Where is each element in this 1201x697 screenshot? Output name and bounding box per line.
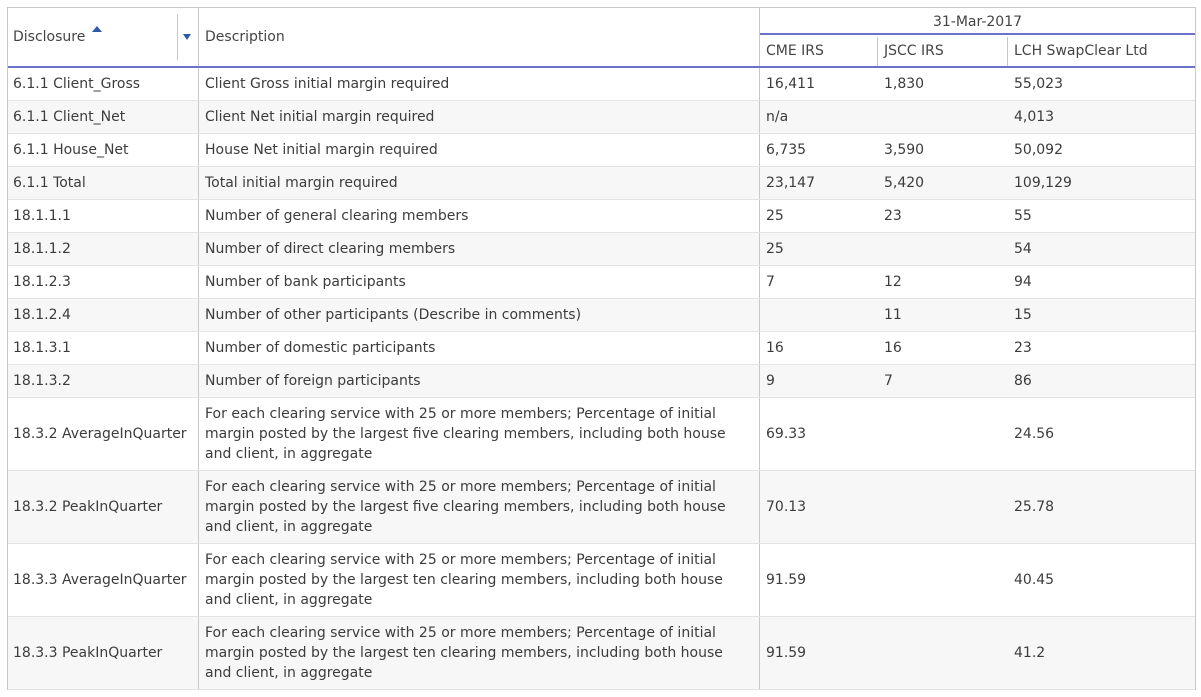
cell-disclosure: 18.3.3 PeakInQuarter xyxy=(8,617,199,689)
cell-cme-irs: 6,735 xyxy=(766,142,807,158)
cell-cme-irs: n/a xyxy=(766,109,789,125)
cell-cme-irs: 91.59 xyxy=(766,572,807,588)
column-group-date: 31-Mar-2017 xyxy=(760,8,1195,35)
cell-cme-irs: 16 xyxy=(766,340,784,356)
cell-jscc-irs: 12 xyxy=(884,274,902,290)
cell-jscc-irs xyxy=(878,233,1008,265)
cell-lch-swapclear: 94 xyxy=(1014,274,1032,290)
cell-lch-swapclear: 41.2 xyxy=(1014,645,1046,661)
table-row[interactable]: 18.3.2 PeakInQuarter For each clearing se… xyxy=(8,471,1195,544)
cell-lch-swapclear: 25.78 xyxy=(1014,499,1055,515)
cell-cme-irs: 7 xyxy=(766,274,775,290)
cell-description: For each clearing service with 25 or mor… xyxy=(199,544,760,616)
cell-lch-swapclear: 55,023 xyxy=(1014,76,1063,92)
column-header-cme-irs[interactable]: CME IRS xyxy=(760,37,878,66)
cell-cme-irs: 23,147 xyxy=(766,175,815,191)
header-divider xyxy=(177,14,178,60)
cell-description: Number of direct clearing members xyxy=(199,233,760,265)
table-row[interactable]: 6.1.1 House_Net House Net initial margin … xyxy=(8,134,1195,167)
cell-disclosure: 6.1.1 House_Net xyxy=(8,134,199,166)
cell-disclosure: 6.1.1 Total xyxy=(8,167,199,199)
cell-jscc-irs xyxy=(878,617,1008,689)
cell-description: House Net initial margin required xyxy=(199,134,760,166)
cell-disclosure: 18.3.2 AverageInQuarter xyxy=(8,398,199,470)
table-row[interactable]: 6.1.1 Client_Net Client Net initial margi… xyxy=(8,101,1195,134)
cell-disclosure: 18.3.3 AverageInQuarter xyxy=(8,544,199,616)
cell-lch-swapclear: 54 xyxy=(1014,241,1032,257)
cell-disclosure: 18.1.3.2 xyxy=(8,365,199,397)
cell-description: For each clearing service with 25 or mor… xyxy=(199,617,760,689)
column-header-disclosure-label: Disclosure xyxy=(13,29,86,45)
column-header-jscc-irs[interactable]: JSCC IRS xyxy=(878,37,1008,66)
cell-description: Number of bank participants xyxy=(199,266,760,298)
dropdown-caret-icon[interactable] xyxy=(183,34,191,40)
column-header-lch-swapclear[interactable]: LCH SwapClear Ltd xyxy=(1014,43,1148,59)
cell-jscc-irs xyxy=(878,398,1008,470)
table-row[interactable]: 18.1.1.2 Number of direct clearing member… xyxy=(8,233,1195,266)
cell-disclosure: 18.1.2.3 xyxy=(8,266,199,298)
cell-jscc-irs: 23 xyxy=(884,208,902,224)
cell-jscc-irs: 7 xyxy=(884,373,893,389)
cell-description: For each clearing service with 25 or mor… xyxy=(199,398,760,470)
cell-disclosure: 18.1.2.4 xyxy=(8,299,199,331)
table-row[interactable]: 6.1.1 Client_Gross Client Gross initial m… xyxy=(8,68,1195,101)
table-row[interactable]: 18.1.2.3 Number of bank participants 7 12 94 xyxy=(8,266,1195,299)
cell-cme-irs: 16,411 xyxy=(766,76,815,92)
cell-description: Number of foreign participants xyxy=(199,365,760,397)
cell-lch-swapclear: 50,092 xyxy=(1014,142,1063,158)
table-row[interactable]: 18.1.3.2 Number of foreign participants 9 7… xyxy=(8,365,1195,398)
table-row[interactable]: 18.3.3 PeakInQuarter For each clearing se… xyxy=(8,617,1195,690)
cell-lch-swapclear: 86 xyxy=(1014,373,1032,389)
cell-description: Total initial margin required xyxy=(199,167,760,199)
cell-disclosure: 18.1.1.1 xyxy=(8,200,199,232)
cell-jscc-irs: 16 xyxy=(884,340,902,356)
cell-lch-swapclear: 4,013 xyxy=(1014,109,1055,125)
cell-cme-irs: 70.13 xyxy=(766,499,807,515)
cell-cme-irs: 9 xyxy=(766,373,775,389)
cell-jscc-irs: 3,590 xyxy=(884,142,925,158)
cell-cme-irs: 91.59 xyxy=(766,645,807,661)
cell-disclosure: 18.1.3.1 xyxy=(8,332,199,364)
cell-disclosure: 18.3.2 PeakInQuarter xyxy=(8,471,199,543)
cell-cme-irs: 25 xyxy=(766,241,784,257)
table-row[interactable]: 18.1.3.1 Number of domestic participants 1… xyxy=(8,332,1195,365)
cell-description: Client Net initial margin required xyxy=(199,101,760,133)
grid-header: Disclosure Description 31-Mar-2017 CME I… xyxy=(8,8,1195,68)
cell-jscc-irs: 5,420 xyxy=(884,175,925,191)
cell-cme-irs: 69.33 xyxy=(766,426,807,442)
cell-cme-irs: 25 xyxy=(766,208,784,224)
cell-cme-irs xyxy=(760,299,878,331)
cell-lch-swapclear: 15 xyxy=(1014,307,1032,323)
table-row[interactable]: 18.3.3 AverageInQuarter For each clearing… xyxy=(8,544,1195,617)
cell-lch-swapclear: 23 xyxy=(1014,340,1032,356)
cell-jscc-irs xyxy=(878,101,1008,133)
table-row[interactable]: 18.1.2.4 Number of other participants (De… xyxy=(8,299,1195,332)
column-header-description-label: Description xyxy=(205,29,285,45)
cell-jscc-irs xyxy=(878,544,1008,616)
table-row[interactable]: 6.1.1 Total Total initial margin required… xyxy=(8,167,1195,200)
disclosure-grid: Disclosure Description 31-Mar-2017 CME I… xyxy=(7,7,1196,690)
column-header-disclosure[interactable]: Disclosure xyxy=(8,8,199,66)
cell-jscc-irs: 11 xyxy=(884,307,902,323)
cell-lch-swapclear: 40.45 xyxy=(1014,572,1055,588)
sort-ascending-icon[interactable] xyxy=(92,26,102,32)
cell-lch-swapclear: 109,129 xyxy=(1014,175,1072,191)
cell-lch-swapclear: 55 xyxy=(1014,208,1032,224)
cell-description: Number of general clearing members xyxy=(199,200,760,232)
table-row[interactable]: 18.1.1.1 Number of general clearing membe… xyxy=(8,200,1195,233)
cell-jscc-irs: 1,830 xyxy=(884,76,925,92)
cell-description: Number of other participants (Describe i… xyxy=(199,299,760,331)
cell-disclosure: 6.1.1 Client_Gross xyxy=(8,68,199,100)
table-row[interactable]: 18.3.2 AverageInQuarter For each clearing… xyxy=(8,398,1195,471)
cell-disclosure: 6.1.1 Client_Net xyxy=(8,101,199,133)
cell-description: Number of domestic participants xyxy=(199,332,760,364)
cell-description: Client Gross initial margin required xyxy=(199,68,760,100)
cell-disclosure: 18.1.1.2 xyxy=(8,233,199,265)
cell-jscc-irs xyxy=(878,471,1008,543)
cell-description: For each clearing service with 25 or mor… xyxy=(199,471,760,543)
grid-body: 6.1.1 Client_Gross Client Gross initial m… xyxy=(8,68,1195,690)
cell-lch-swapclear: 24.56 xyxy=(1014,426,1055,442)
column-header-description[interactable]: Description xyxy=(199,8,760,66)
